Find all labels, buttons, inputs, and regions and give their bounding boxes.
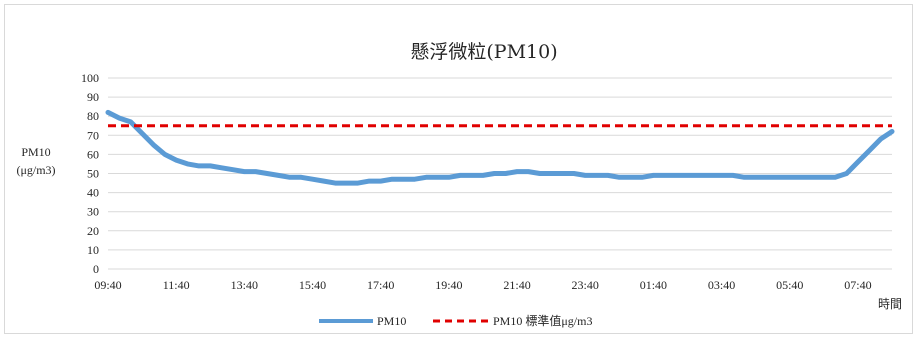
y-tick-label: 10 [87,243,99,257]
x-tick-label: 21:40 [503,278,530,292]
series-layer [105,109,895,186]
gridlines [108,77,892,251]
x-tick-label: 01:40 [640,278,667,292]
y-tick-label: 100 [81,71,99,85]
chart-frame: 懸浮微粒(PM10) 0 10 20 30 40 50 60 70 80 90 100 09:40 1… [4,4,913,334]
y-tick-label: 70 [87,128,99,142]
x-tick-label: 07:40 [844,278,871,292]
y-axis-title-line2: (μg/m3) [16,163,55,177]
x-tick-label: 23:40 [572,278,599,292]
y-tick-label: 80 [87,109,99,123]
legend-label-standard: PM10 標準值μg/m3 [493,313,592,328]
y-tick-label: 20 [87,224,99,238]
y-tick-label: 40 [87,186,99,200]
x-tick-label: 09:40 [94,278,121,292]
y-tick-label: 30 [87,205,99,219]
x-tick-label: 13:40 [231,278,258,292]
chart-title: 懸浮微粒(PM10) [410,41,557,63]
x-tick-label: 19:40 [435,278,462,292]
y-axis-title-line1: PM10 [21,145,50,159]
x-axis-title: 時間 [878,297,902,311]
x-tick-label: 05:40 [776,278,803,292]
y-tick-label: 60 [87,147,99,161]
legend-label-pm10: PM10 [377,314,406,328]
y-tick-labels: 0 10 20 30 40 50 60 70 80 90 100 [81,71,99,276]
x-tick-label: 03:40 [708,278,735,292]
x-tick-labels: 09:40 11:40 13:40 15:40 17:40 19:40 21:40 23:40… [94,278,871,292]
y-tick-label: 0 [93,262,99,276]
x-tick-label: 15:40 [299,278,326,292]
y-tick-label: 50 [87,167,99,181]
x-tick-label: 11:40 [163,278,190,292]
legend: PM10 PM10 標準值μg/m3 [319,313,592,328]
chart-svg: 懸浮微粒(PM10) 0 10 20 30 40 50 60 70 80 90 100 09:40 1… [16,41,902,328]
x-tick-label: 17:40 [367,278,394,292]
series-line-pm10 [105,109,895,186]
y-tick-label: 90 [87,90,99,104]
